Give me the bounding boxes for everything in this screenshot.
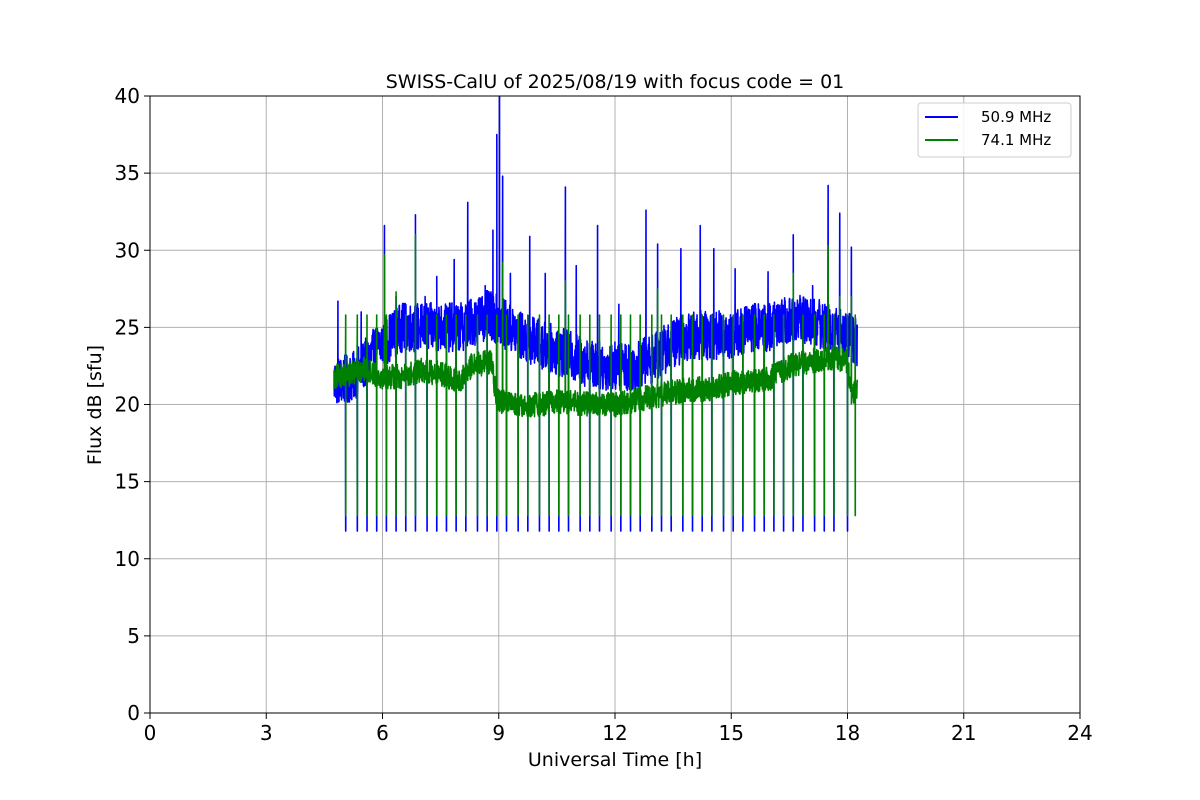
series-line-50-9-mhz (333, 96, 858, 532)
plot-area (333, 96, 858, 532)
y-axis-ticks: 0 5 10 15 20 25 30 35 40 (115, 84, 150, 725)
x-axis-ticks: 0 3 6 9 12 15 18 21 24 (144, 713, 1093, 745)
y-tick-label: 10 (115, 547, 140, 571)
legend: 50.9 MHz 74.1 MHz (917, 102, 1072, 158)
x-tick-label: 18 (835, 721, 860, 745)
y-tick-label: 25 (115, 315, 140, 339)
y-tick-label: 35 (115, 161, 140, 185)
y-tick-label: 5 (127, 624, 140, 648)
x-tick-label: 12 (602, 721, 627, 745)
series-layer (333, 96, 858, 532)
y-tick-label: 40 (115, 84, 140, 108)
x-axis-label: Universal Time [h] (528, 749, 702, 771)
y-axis-label: Flux dB [sfu] (84, 345, 106, 465)
y-tick-label: 20 (115, 393, 140, 417)
legend-label-74-1: 74.1 MHz (981, 131, 1051, 149)
x-tick-label: 3 (260, 721, 273, 745)
x-tick-label: 0 (144, 721, 157, 745)
x-tick-label: 21 (951, 721, 976, 745)
y-tick-label: 15 (115, 470, 140, 494)
chart-title: SWISS-CalU of 2025/08/19 with focus code… (386, 71, 845, 93)
y-tick-label: 30 (115, 238, 140, 262)
x-tick-label: 15 (719, 721, 744, 745)
x-tick-label: 24 (1067, 721, 1092, 745)
legend-label-50-9: 50.9 MHz (981, 108, 1051, 126)
series-line-74-1-mhz (333, 234, 858, 517)
x-tick-label: 6 (376, 721, 389, 745)
y-tick-label: 0 (127, 701, 140, 725)
x-tick-label: 9 (492, 721, 505, 745)
